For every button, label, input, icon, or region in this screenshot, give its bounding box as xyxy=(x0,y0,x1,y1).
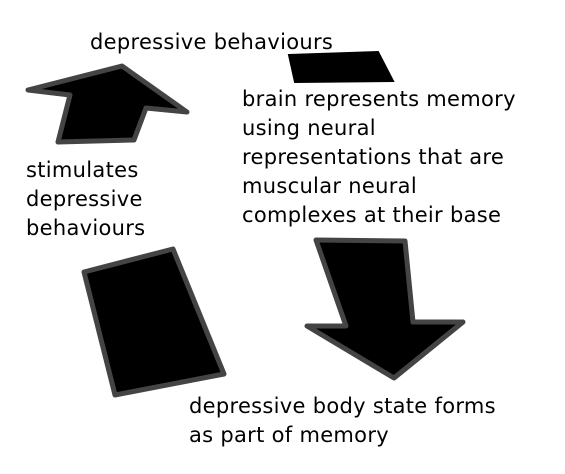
up-arrow-shape xyxy=(25,63,190,145)
label-line: depressive body state forms xyxy=(189,394,496,418)
label-body-state-forms-memory: depressive body state forms as part of m… xyxy=(189,392,496,450)
bottom-left-block-shape xyxy=(81,246,227,398)
label-stimulates-depressive-behaviours: stimulates depressive behaviours xyxy=(26,156,145,243)
label-line: complexes at their base xyxy=(242,203,502,227)
label-depressive-behaviours: depressive behaviours xyxy=(90,30,334,54)
label-line: brain represents memory xyxy=(242,87,516,111)
label-line: behaviours xyxy=(26,216,146,240)
down-arrow-shape xyxy=(304,237,466,381)
label-line: stimulates xyxy=(26,158,139,182)
label-line: as part of memory xyxy=(189,423,389,447)
label-line: muscular neural xyxy=(242,174,417,198)
label-line: representations that are xyxy=(242,145,505,169)
label-line: depressive xyxy=(26,187,143,211)
label-line: using neural xyxy=(242,116,376,140)
top-right-block-shape xyxy=(287,50,395,84)
label-brain-represents-memory: brain represents memory using neural rep… xyxy=(242,85,516,230)
